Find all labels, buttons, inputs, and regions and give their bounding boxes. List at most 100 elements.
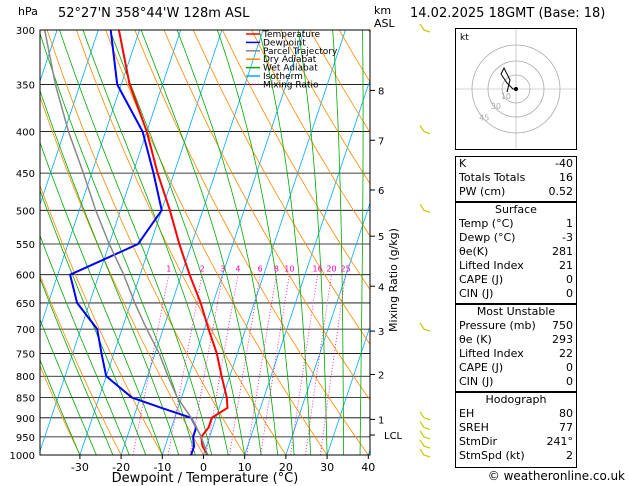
table-row: StmDir 241° (456, 435, 576, 449)
unstable-label: CAPE (J) (459, 361, 504, 374)
table-row: Temp (°C) 1 (456, 217, 576, 231)
wet-adiabat (82, 30, 229, 455)
index-label: PW (cm) (459, 185, 506, 198)
mixing-ratio-label: 4 (235, 265, 240, 274)
wet-adiabat (359, 30, 364, 455)
copyright-footer: © weatheronline.co.uk (487, 469, 625, 483)
km-tick-label: 1 (378, 415, 384, 426)
temperature-tick-label: -20 (112, 461, 130, 474)
pressure-tick-label: 500 (16, 206, 35, 217)
mixing-ratio-label: 10 (284, 265, 294, 274)
wet-adiabat (40, 141, 163, 455)
temperature-tick-label: 10 (238, 461, 252, 474)
mixing-ratio-label: 20 (326, 265, 336, 274)
table-row: Most Unstable (456, 305, 576, 319)
mixing-ratio-label: 6 (258, 265, 263, 274)
legend-entry: Wet Adiabat (263, 64, 318, 74)
table-row: StmSpd (kt) 2 (456, 449, 576, 463)
mixing-ratio-line (167, 274, 203, 455)
indices-box: K -40 Totals Totals 16 PW (cm) 0.52 (455, 156, 577, 202)
pressure-tick-label: 850 (16, 394, 35, 405)
hodograph-title: Hodograph (485, 393, 547, 406)
mixing-ratio-line (229, 274, 261, 455)
mixing-ratio-line (246, 274, 277, 455)
isotherm (40, 30, 99, 206)
dry-adiabat (40, 184, 163, 455)
unstable-label: Pressure (mb) (459, 319, 536, 332)
wet-adiabat (176, 30, 279, 455)
legend-entry: Dewpoint (263, 38, 306, 48)
table-row: EH 80 (456, 407, 576, 421)
pressure-tick-label: 900 (16, 414, 35, 425)
km-tick-label: 7 (378, 136, 384, 147)
wind-barb (419, 430, 431, 440)
pressure-tick-label: 750 (16, 349, 35, 360)
mixing-ratio-line (132, 274, 170, 455)
dry-adiabat (222, 30, 370, 291)
wet-adiabat (40, 318, 97, 455)
wet-adiabat (40, 32, 196, 455)
hodograph-panel: kt 10 30 45 (455, 28, 577, 150)
dry-adiabat (40, 95, 204, 455)
pressure-tick-label: 300 (16, 26, 35, 37)
table-row: CIN (J) 0 (456, 375, 576, 389)
mixing-ratio-label: 16 (313, 265, 323, 274)
surface-value: -3 (562, 231, 573, 244)
km-tick-label: 6 (378, 186, 384, 197)
wind-barb (419, 439, 431, 449)
surface-value: 21 (559, 259, 573, 272)
hodograph-storm-marker (514, 87, 518, 91)
table-row: K -40 (456, 157, 576, 171)
surface-box: Surface Temp (°C) 1 Dewp (°C) -3 θe(K) 281 … (455, 202, 577, 304)
dry-adiabat (280, 30, 370, 185)
pressure-tick-label: 550 (16, 240, 35, 251)
wet-adiabat (140, 30, 262, 455)
temperature-tick-label: 0 (200, 461, 207, 474)
dry-adiabat (573, 30, 629, 455)
series-parcel-trajectory (43, 30, 209, 455)
dry-adiabat (40, 364, 81, 455)
isotherm (79, 30, 223, 455)
hodo-label: StmDir (459, 435, 498, 448)
legend-entry: Mixing Ratio (263, 80, 319, 90)
hodo-value: 2 (566, 449, 573, 462)
table-row: CAPE (J) 0 (456, 361, 576, 375)
isotherm (285, 202, 370, 455)
wet-adiabat (217, 30, 295, 455)
table-row: CIN (J) 0 (456, 287, 576, 301)
km-tick-label: 3 (378, 327, 384, 338)
wet-adiabat (40, 277, 114, 455)
km-label: km (374, 4, 392, 17)
pressure-tick-label: 400 (16, 128, 35, 139)
unstable-value: 750 (552, 319, 573, 332)
wet-adiabat (258, 30, 311, 455)
hodo-label: StmSpd (kt) (459, 449, 525, 462)
km-tick-label: 4 (378, 282, 384, 293)
series-temperature (117, 30, 229, 455)
table-row: Hodograph (456, 393, 576, 407)
isotherm (40, 30, 140, 330)
table-row: Surface (456, 203, 576, 217)
unstable-title: Most Unstable (476, 305, 556, 318)
hodo-value: 241° (546, 435, 574, 448)
surface-label: Temp (°C) (459, 217, 514, 230)
y-axis-label: Mixing Ratio (g/kg) (387, 228, 400, 332)
surface-label: CIN (J) (459, 287, 494, 300)
dry-adiabat (192, 30, 370, 345)
unstable-value: 293 (552, 333, 573, 346)
legend-entry: Temperature (262, 30, 320, 40)
hodo-label: SREH (459, 421, 489, 434)
mixing-ratio-line (260, 274, 290, 455)
wind-barb (419, 421, 431, 431)
index-value: 0.52 (548, 185, 574, 198)
surface-label: θe(K) (459, 245, 489, 258)
wind-barbs (419, 23, 431, 458)
unstable-value: 22 (559, 347, 573, 360)
hodo-label: EH (459, 407, 475, 420)
pressure-tick-label: 600 (16, 271, 35, 282)
wet-adiabat (59, 30, 213, 455)
lcl-label: LCL (384, 431, 403, 442)
wet-adiabat (40, 89, 180, 455)
dry-adiabat (40, 274, 122, 455)
